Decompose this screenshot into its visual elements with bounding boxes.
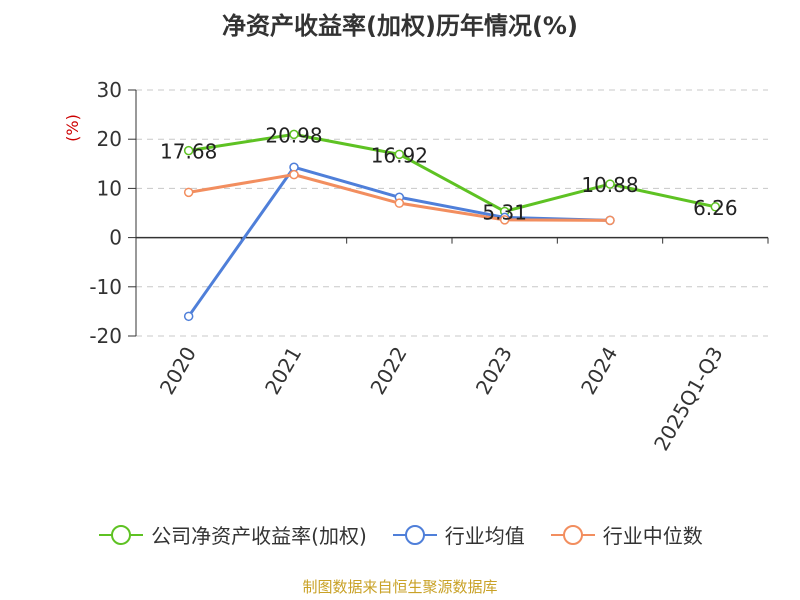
legend-item-industry-median[interactable]: 行业中位数 (549, 520, 703, 549)
data-point (499, 215, 510, 225)
data-point (183, 145, 194, 156)
x-tick-label: 2025Q1-Q3 (649, 343, 728, 455)
data-point (710, 202, 721, 212)
data-point (183, 187, 194, 198)
data-point (289, 169, 299, 180)
data-label: 10.88 (581, 173, 638, 197)
x-tick-label: 2021 (260, 343, 306, 399)
series-line-0 (188, 132, 716, 213)
data-point (394, 149, 405, 160)
y-tick-label: 20 (97, 127, 122, 151)
legend-item-company[interactable]: 公司净资产收益率(加权) (97, 520, 367, 549)
legend-circle (404, 524, 425, 545)
y-axis-label: (%) (63, 114, 82, 142)
data-point (289, 129, 299, 140)
x-tick-label: 2022 (365, 343, 411, 399)
data-label: 16.92 (371, 143, 428, 167)
data-point (605, 179, 615, 189)
legend-label-industry-median: 行业中位数 (602, 524, 703, 548)
chart-title: 净资产收益率(加权)历年情况(%) (222, 12, 578, 40)
y-tick-label: 30 (97, 78, 122, 102)
data-point (394, 198, 405, 208)
legend-label-company: 公司净资产收益率(加权) (151, 524, 367, 548)
line-chart: 30 20 10 0 -10 -20 (%) 2020 2021 2022 2023 2024 2025… (63, 78, 769, 455)
data-label: 17.68 (160, 140, 217, 164)
legend-line-circle-icon (550, 524, 595, 545)
legend-line-circle-icon (392, 524, 437, 545)
y-tick-label: 10 (97, 176, 122, 200)
y-tick-label: 0 (109, 226, 122, 250)
data-label: 6.26 (693, 196, 738, 220)
data-label: 5.31 (482, 200, 527, 224)
data-point (183, 311, 194, 322)
x-tick-label: 2024 (576, 343, 622, 399)
data-label: 20.98 (265, 123, 322, 147)
data-point (605, 215, 615, 226)
legend-label-industry-avg: 行业均值 (444, 524, 525, 548)
series-line-1 (187, 165, 611, 318)
source-footer: 制图数据来自恒生聚源数据库 (302, 578, 498, 596)
x-tick-label: 2020 (155, 343, 201, 399)
legend-circle (111, 524, 132, 545)
legend: 公司净资产收益率(加权) 行业均值 行业中位数 (0, 520, 800, 549)
y-tick-label: -20 (89, 324, 122, 348)
x-tick-label: 2023 (471, 343, 517, 399)
legend-line-circle-icon (99, 524, 144, 545)
legend-circle (562, 524, 583, 545)
legend-item-industry-avg[interactable]: 行业均值 (391, 520, 525, 549)
y-tick-label: -10 (89, 275, 122, 299)
